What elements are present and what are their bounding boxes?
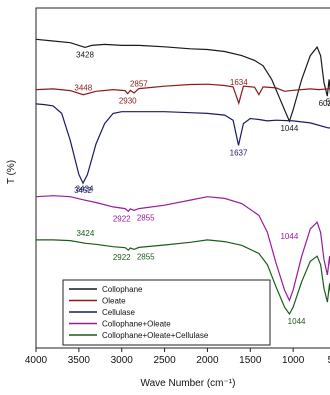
x-axis-ticks: 4000 3500 3000 2500 2000 1500 1000 500: [25, 348, 330, 366]
legend-label: Collophane+Oleate+Cellulase: [102, 331, 209, 340]
x-tick-label: 1500: [239, 355, 262, 366]
peak-label: 2855: [137, 252, 155, 261]
plot-area: [35, 7, 330, 349]
x-tick-label: 3500: [68, 355, 91, 366]
series-line-3: [35, 103, 330, 185]
legend: Collophane Oleate Cellulase Collophane+Olea…: [62, 279, 271, 346]
legend-label: Oleate: [102, 297, 126, 306]
legend-box: [62, 279, 271, 346]
peak-label: 563: [326, 98, 330, 107]
series-layer: [35, 38, 330, 316]
peak-label: 2922: [113, 253, 131, 262]
x-tick-label: 3000: [111, 355, 134, 366]
peak-label: 2930: [119, 97, 137, 106]
legend-label: Collophane+Oleate: [102, 320, 171, 329]
peak-label: 1044: [280, 232, 298, 241]
peak-annotations: 3428 1044 602563 3448 2857 2930 1634 3452 1637 34…: [74, 50, 330, 326]
x-tick-label: 500: [328, 355, 330, 366]
peak-label: 3424: [76, 229, 94, 238]
legend-label: Collophane: [102, 285, 143, 294]
series-line-2: [35, 83, 330, 106]
peak-label: 1637: [230, 148, 248, 157]
peak-label: 2855: [137, 213, 155, 222]
x-tick-label: 2000: [196, 355, 219, 366]
peak-label: 3448: [74, 84, 92, 93]
peak-label: 3434: [76, 185, 94, 194]
series-line-4: [35, 195, 330, 302]
y-axis-title: T (%): [6, 160, 17, 184]
peak-label: 2922: [113, 214, 131, 223]
peak-label: 1044: [280, 124, 298, 133]
peak-label: 1044: [288, 317, 306, 326]
series-line-1: [35, 38, 330, 123]
peak-label: 2857: [130, 80, 148, 89]
x-axis-title: Wave Number (cm⁻¹): [141, 378, 236, 389]
legend-label: Cellulase: [102, 308, 135, 317]
peak-label: 602: [319, 99, 330, 108]
x-tick-label: 1000: [282, 355, 305, 366]
x-tick-label: 4000: [25, 355, 48, 366]
peak-label: 1634: [230, 78, 248, 87]
peak-label: 3428: [76, 50, 94, 59]
series-line-5: [36, 239, 330, 316]
peak-label: 3452: [74, 186, 92, 195]
x-tick-label: 2500: [153, 355, 176, 366]
